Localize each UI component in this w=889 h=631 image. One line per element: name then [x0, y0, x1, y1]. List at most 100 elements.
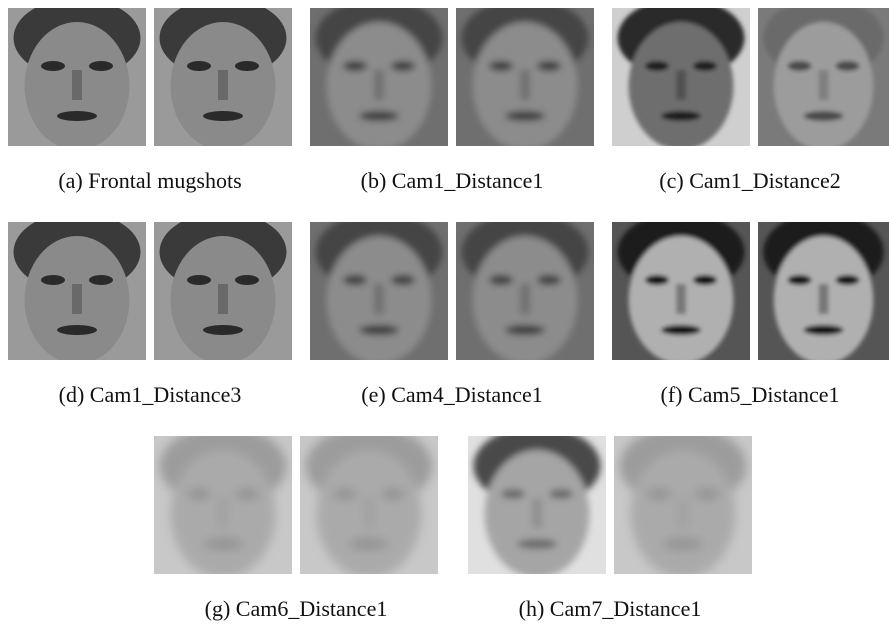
mouth — [661, 111, 701, 121]
image-holder — [154, 0, 292, 150]
face-image — [310, 0, 448, 150]
eye — [695, 489, 719, 499]
eye — [343, 275, 367, 285]
nose — [532, 498, 542, 528]
face-image — [612, 0, 750, 150]
image-holder — [8, 0, 146, 150]
eye — [235, 275, 259, 285]
mouth — [359, 325, 399, 335]
mouth — [804, 325, 844, 335]
nose — [218, 284, 228, 314]
nose — [676, 70, 686, 100]
eye — [645, 275, 669, 285]
nose — [520, 70, 530, 100]
eye — [489, 61, 513, 71]
mouth — [661, 325, 701, 335]
eye — [187, 275, 211, 285]
face-image — [154, 0, 292, 150]
nose — [218, 70, 228, 100]
eye — [391, 61, 415, 71]
mouth — [517, 539, 557, 549]
eye — [501, 489, 525, 499]
image-holder — [758, 0, 889, 150]
eye — [788, 61, 812, 71]
eye — [693, 275, 717, 285]
mouth — [359, 111, 399, 121]
mouth — [203, 539, 243, 549]
face-image — [8, 0, 146, 150]
panel-caption: (h) Cam7_Distance1 — [519, 596, 702, 621]
nose — [678, 498, 688, 528]
panel-caption: (a) Frontal mugshots — [58, 168, 241, 193]
face-image — [456, 0, 594, 150]
face-image — [310, 212, 448, 364]
mouth — [203, 325, 243, 335]
image-holder — [300, 426, 438, 578]
nose — [218, 498, 228, 528]
nose — [374, 70, 384, 100]
eye — [549, 489, 573, 499]
nose — [364, 498, 374, 528]
nose — [520, 284, 530, 314]
eye — [537, 61, 561, 71]
mouth — [349, 539, 389, 549]
nose — [374, 284, 384, 314]
mouth — [804, 111, 844, 121]
eye — [647, 489, 671, 499]
eye — [788, 275, 812, 285]
eye — [41, 61, 65, 71]
eye — [489, 275, 513, 285]
image-holder — [154, 426, 292, 578]
face-image — [612, 212, 750, 364]
image-holder — [612, 0, 750, 150]
eye — [343, 61, 367, 71]
face-image — [154, 212, 292, 364]
image-holder — [456, 0, 594, 150]
panel-caption: (b) Cam1_Distance1 — [361, 168, 544, 193]
eye — [41, 275, 65, 285]
eye — [333, 489, 357, 499]
eye — [693, 61, 717, 71]
face-image — [456, 212, 594, 364]
face-image — [8, 212, 146, 364]
eye — [537, 275, 561, 285]
image-holder — [468, 426, 606, 578]
mouth — [505, 111, 545, 121]
eye — [836, 61, 860, 71]
nose — [72, 70, 82, 100]
eye — [89, 61, 113, 71]
nose — [676, 284, 686, 314]
eye — [381, 489, 405, 499]
panel-caption: (d) Cam1_Distance3 — [59, 382, 242, 407]
image-holder — [310, 0, 448, 150]
image-holder — [614, 426, 752, 578]
image-holder — [612, 212, 750, 364]
eye — [235, 489, 259, 499]
eye — [391, 275, 415, 285]
mouth — [57, 325, 97, 335]
image-holder — [758, 212, 889, 364]
eye — [89, 275, 113, 285]
eye — [187, 61, 211, 71]
panel-caption: (f) Cam5_Distance1 — [661, 382, 840, 407]
face-image — [758, 212, 889, 364]
face-image — [758, 0, 889, 150]
mouth — [663, 539, 703, 549]
eye — [836, 275, 860, 285]
face-image — [154, 426, 292, 578]
mouth — [505, 325, 545, 335]
face-image — [300, 426, 438, 578]
panel-caption: (e) Cam4_Distance1 — [361, 382, 542, 407]
face-image — [614, 426, 752, 578]
panel-caption: (g) Cam6_Distance1 — [205, 596, 388, 621]
eye — [187, 489, 211, 499]
figure: (a) Frontal mugshots(b) Cam1_Distance1(c… — [0, 0, 889, 626]
page: {"figure": {"panels": [ {"caption": "(a)… — [0, 0, 889, 626]
image-holder — [8, 212, 146, 364]
image-holder — [310, 212, 448, 364]
eye — [645, 61, 669, 71]
nose — [72, 284, 82, 314]
eye — [235, 61, 259, 71]
mouth — [57, 111, 97, 121]
image-holder — [456, 212, 594, 364]
